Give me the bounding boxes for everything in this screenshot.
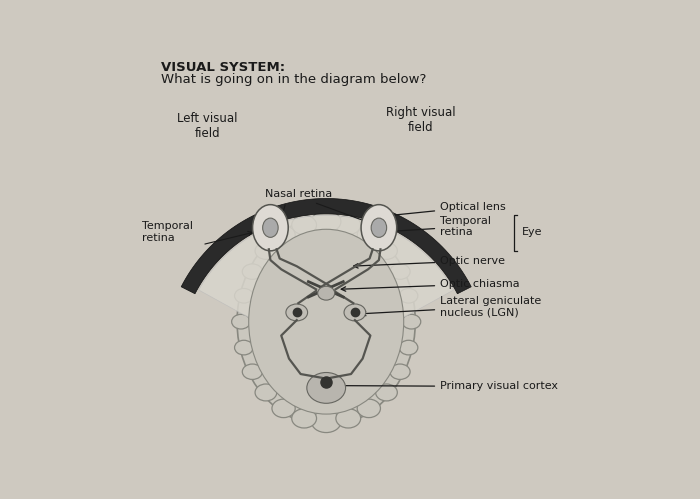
Text: VISUAL SYSTEM:: VISUAL SYSTEM: <box>161 61 286 74</box>
Text: Lateral geniculate
nucleus (LGN): Lateral geniculate nucleus (LGN) <box>361 296 541 317</box>
Text: Optic nerve: Optic nerve <box>354 256 505 268</box>
Ellipse shape <box>255 243 276 259</box>
Ellipse shape <box>312 411 341 433</box>
Ellipse shape <box>248 229 404 414</box>
Ellipse shape <box>237 218 415 426</box>
Ellipse shape <box>336 216 360 235</box>
Polygon shape <box>199 216 454 360</box>
Text: Temporal
retina: Temporal retina <box>141 221 192 243</box>
Ellipse shape <box>307 372 346 403</box>
Ellipse shape <box>318 286 335 300</box>
Ellipse shape <box>253 205 288 251</box>
Ellipse shape <box>262 218 278 238</box>
Ellipse shape <box>336 409 360 428</box>
Text: Temporal
retina: Temporal retina <box>391 216 491 238</box>
Text: Optical lens: Optical lens <box>387 202 506 218</box>
Ellipse shape <box>376 243 398 259</box>
Text: Eye: Eye <box>522 227 542 237</box>
Text: Left visual
field: Left visual field <box>177 112 238 140</box>
Ellipse shape <box>232 314 251 329</box>
Ellipse shape <box>312 211 341 233</box>
Text: What is going on in the diagram below?: What is going on in the diagram below? <box>161 73 426 86</box>
Ellipse shape <box>399 340 418 355</box>
Ellipse shape <box>371 218 386 238</box>
Text: Primary visual cortex: Primary visual cortex <box>335 381 558 391</box>
Ellipse shape <box>242 264 262 279</box>
Ellipse shape <box>402 314 421 329</box>
Ellipse shape <box>399 288 418 303</box>
Ellipse shape <box>286 304 307 321</box>
Ellipse shape <box>234 288 253 303</box>
Ellipse shape <box>234 340 253 355</box>
Ellipse shape <box>357 226 381 244</box>
Text: Optic chiasma: Optic chiasma <box>341 279 519 291</box>
Ellipse shape <box>292 216 316 235</box>
Ellipse shape <box>272 399 295 418</box>
Polygon shape <box>181 199 471 294</box>
Ellipse shape <box>344 304 365 321</box>
Text: Right visual
field: Right visual field <box>386 106 456 134</box>
Ellipse shape <box>255 384 276 401</box>
Ellipse shape <box>376 384 398 401</box>
Ellipse shape <box>361 205 397 251</box>
Ellipse shape <box>272 226 295 244</box>
Ellipse shape <box>242 364 262 379</box>
Ellipse shape <box>357 399 381 418</box>
Ellipse shape <box>292 409 316 428</box>
Ellipse shape <box>390 364 410 379</box>
Text: Nasal retina: Nasal retina <box>265 189 332 199</box>
Ellipse shape <box>390 264 410 279</box>
